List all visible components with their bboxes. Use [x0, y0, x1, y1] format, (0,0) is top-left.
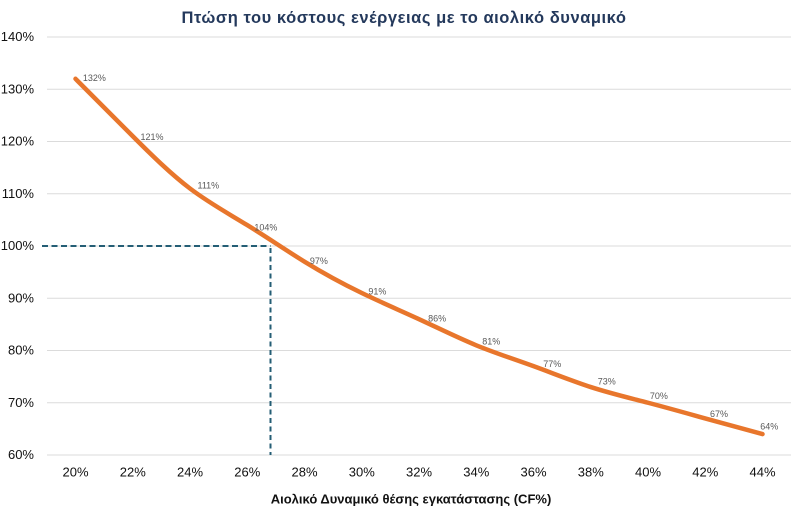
svg-text:91%: 91%	[368, 287, 386, 297]
svg-text:70%: 70%	[650, 391, 668, 401]
svg-text:80%: 80%	[8, 343, 34, 358]
svg-text:38%: 38%	[578, 465, 604, 480]
svg-text:111%: 111%	[198, 181, 220, 191]
svg-text:104%: 104%	[254, 222, 277, 232]
svg-text:90%: 90%	[8, 290, 34, 305]
svg-text:36%: 36%	[520, 465, 546, 480]
svg-text:60%: 60%	[8, 447, 34, 462]
svg-text:110%: 110%	[2, 186, 35, 201]
svg-text:34%: 34%	[463, 465, 489, 480]
svg-text:26%: 26%	[234, 465, 260, 480]
svg-text:86%: 86%	[428, 314, 446, 324]
svg-text:20%: 20%	[62, 465, 88, 480]
svg-text:70%: 70%	[8, 395, 34, 410]
svg-text:32%: 32%	[406, 465, 432, 480]
svg-text:73%: 73%	[598, 376, 616, 386]
svg-text:77%: 77%	[543, 359, 561, 369]
svg-text:24%: 24%	[177, 465, 203, 480]
svg-text:100%: 100%	[1, 238, 35, 253]
svg-text:44%: 44%	[749, 465, 775, 480]
svg-text:40%: 40%	[635, 465, 661, 480]
svg-text:22%: 22%	[120, 465, 146, 480]
svg-text:28%: 28%	[291, 465, 317, 480]
svg-text:81%: 81%	[482, 337, 500, 347]
svg-text:97%: 97%	[310, 256, 328, 266]
svg-text:67%: 67%	[710, 409, 728, 419]
svg-text:42%: 42%	[692, 465, 718, 480]
svg-text:130%: 130%	[1, 81, 35, 96]
svg-text:120%: 120%	[1, 134, 35, 149]
svg-text:121%: 121%	[141, 132, 164, 142]
svg-text:64%: 64%	[760, 422, 778, 432]
svg-text:Αιολικό Δυναμικό θέσης εγκατάσ: Αιολικό Δυναμικό θέσης εγκατάστασης (CF%…	[271, 492, 552, 507]
svg-text:140%: 140%	[1, 29, 35, 44]
svg-text:132%: 132%	[83, 73, 106, 83]
svg-text:Πτώση του κόστους ενέργειας με: Πτώση του κόστους ενέργειας με το αιολικ…	[181, 9, 626, 27]
svg-text:30%: 30%	[349, 465, 375, 480]
